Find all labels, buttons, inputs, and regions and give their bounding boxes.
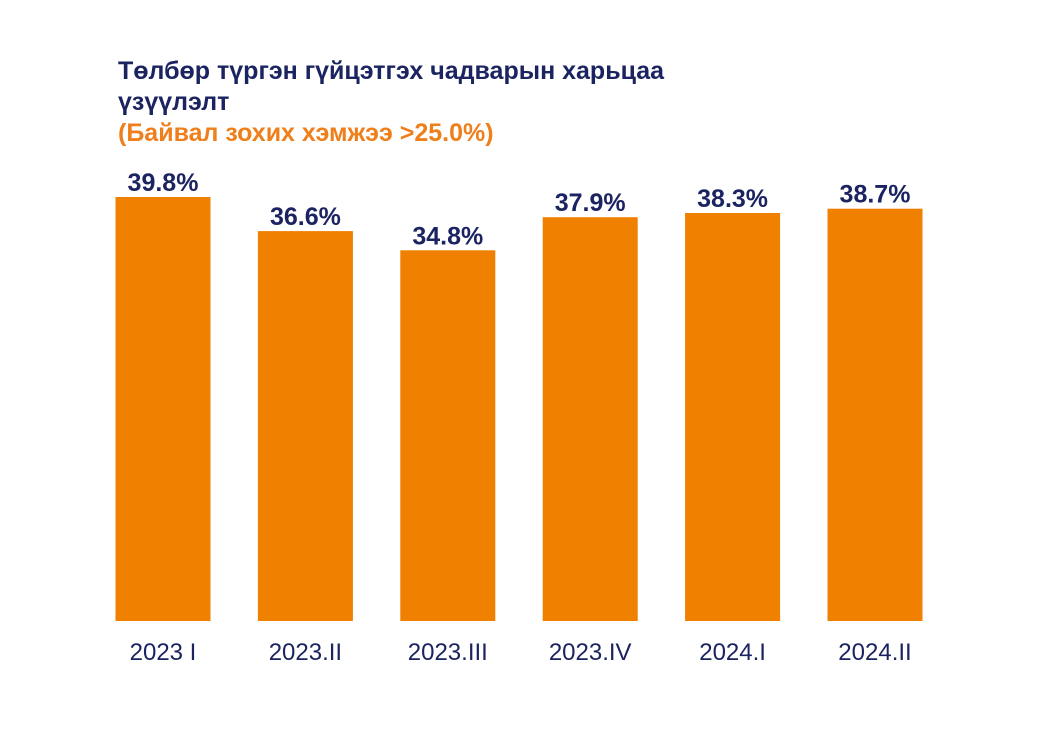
chart-title-block: Төлбөр түргэн гүйцэтгэх чадварын харьцаа… (118, 56, 758, 149)
category-label-1: 2023.II (269, 639, 342, 666)
bar-1 (257, 231, 353, 621)
value-label-2: 34.8% (412, 222, 483, 250)
bar-4 (685, 213, 781, 621)
category-labels-group: 2023 I 2023.II 2023.III 2023.IV 2024.I 2024.I… (130, 639, 912, 666)
category-label-5: 2024.II (838, 639, 911, 666)
value-labels-group: 39.8% 36.6% 34.8% 37.9% 38.3% 38.7% (128, 169, 911, 250)
bar-2 (400, 250, 496, 622)
bars-group (115, 197, 923, 622)
chart-title: Төлбөр түргэн гүйцэтгэх чадварын харьцаа… (118, 57, 665, 116)
category-label-2: 2023.III (408, 639, 488, 666)
category-label-0: 2023 I (130, 639, 197, 666)
value-label-5: 38.7% (840, 181, 911, 209)
value-label-4: 38.3% (697, 185, 768, 213)
value-label-0: 39.8% (128, 169, 199, 197)
category-label-3: 2023.IV (549, 639, 632, 666)
value-label-3: 37.9% (555, 189, 626, 217)
bar-3 (542, 217, 638, 621)
category-label-4: 2024.I (699, 639, 766, 666)
value-label-1: 36.6% (270, 203, 341, 231)
bar-5 (827, 208, 923, 621)
bar-0 (115, 197, 211, 621)
chart-subtitle: (Байвал зохих хэмжээ >25.0%) (118, 119, 494, 147)
